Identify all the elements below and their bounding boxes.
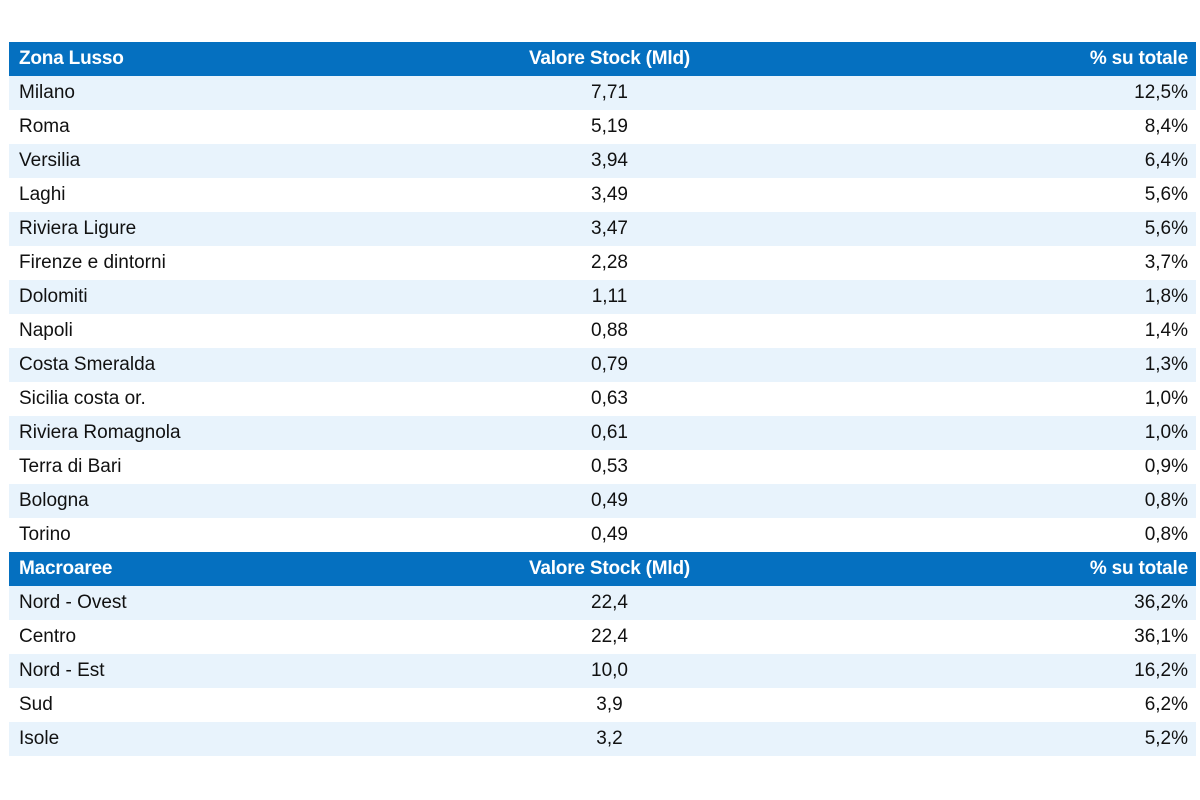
percent-value: 1,3% xyxy=(716,348,1196,382)
stock-value: 7,71 xyxy=(503,76,716,110)
table-row: Dolomiti 1,11 1,8% xyxy=(9,280,1196,314)
stock-value: 0,49 xyxy=(503,484,716,518)
percent-value: 1,8% xyxy=(716,280,1196,314)
header-valore-stock: Valore Stock (Mld) xyxy=(503,552,716,586)
macro-area-name: Nord - Ovest xyxy=(9,586,503,620)
percent-value: 6,4% xyxy=(716,144,1196,178)
table-row: Nord - Ovest 22,4 36,2% xyxy=(9,586,1196,620)
table-row: Roma 5,19 8,4% xyxy=(9,110,1196,144)
table-row: Laghi 3,49 5,6% xyxy=(9,178,1196,212)
macro-area-name: Isole xyxy=(9,722,503,756)
stock-value: 22,4 xyxy=(503,620,716,654)
table-row: Versilia 3,94 6,4% xyxy=(9,144,1196,178)
table-row: Bologna 0,49 0,8% xyxy=(9,484,1196,518)
macro-area-name: Centro xyxy=(9,620,503,654)
header-percent-total: % su totale xyxy=(716,552,1196,586)
zone-name: Sicilia costa or. xyxy=(9,382,503,416)
percent-value: 5,6% xyxy=(716,212,1196,246)
zone-name: Napoli xyxy=(9,314,503,348)
table-row: Isole 3,2 5,2% xyxy=(9,722,1196,756)
luxury-stock-table-container: Zona Lusso Valore Stock (Mld) % su total… xyxy=(9,42,1196,756)
table-row: Firenze e dintorni 2,28 3,7% xyxy=(9,246,1196,280)
percent-value: 5,2% xyxy=(716,722,1196,756)
table-row: Milano 7,71 12,5% xyxy=(9,76,1196,110)
macro-area-name: Nord - Est xyxy=(9,654,503,688)
stock-value: 3,47 xyxy=(503,212,716,246)
percent-value: 6,2% xyxy=(716,688,1196,722)
stock-value: 10,0 xyxy=(503,654,716,688)
stock-value: 0,63 xyxy=(503,382,716,416)
table-row: Nord - Est 10,0 16,2% xyxy=(9,654,1196,688)
zone-table-header: Zona Lusso Valore Stock (Mld) % su total… xyxy=(9,42,1196,76)
table-row: Terra di Bari 0,53 0,9% xyxy=(9,450,1196,484)
zone-name: Bologna xyxy=(9,484,503,518)
zone-name: Costa Smeralda xyxy=(9,348,503,382)
table-row: Napoli 0,88 1,4% xyxy=(9,314,1196,348)
macro-table-header: Macroaree Valore Stock (Mld) % su totale xyxy=(9,552,1196,586)
percent-value: 16,2% xyxy=(716,654,1196,688)
header-zona-lusso: Zona Lusso xyxy=(9,42,503,76)
stock-value: 0,61 xyxy=(503,416,716,450)
stock-value: 5,19 xyxy=(503,110,716,144)
stock-value: 1,11 xyxy=(503,280,716,314)
percent-value: 0,9% xyxy=(716,450,1196,484)
percent-value: 36,2% xyxy=(716,586,1196,620)
zone-name: Firenze e dintorni xyxy=(9,246,503,280)
percent-value: 5,6% xyxy=(716,178,1196,212)
percent-value: 1,4% xyxy=(716,314,1196,348)
table-row: Riviera Ligure 3,47 5,6% xyxy=(9,212,1196,246)
header-percent-total: % su totale xyxy=(716,42,1196,76)
percent-value: 0,8% xyxy=(716,484,1196,518)
percent-value: 1,0% xyxy=(716,382,1196,416)
zone-name: Milano xyxy=(9,76,503,110)
percent-value: 3,7% xyxy=(716,246,1196,280)
stock-value: 0,88 xyxy=(503,314,716,348)
table-row: Centro 22,4 36,1% xyxy=(9,620,1196,654)
zone-name: Terra di Bari xyxy=(9,450,503,484)
percent-value: 0,8% xyxy=(716,518,1196,552)
stock-value: 3,2 xyxy=(503,722,716,756)
stock-value: 3,94 xyxy=(503,144,716,178)
percent-value: 36,1% xyxy=(716,620,1196,654)
table-row: Torino 0,49 0,8% xyxy=(9,518,1196,552)
zone-name: Roma xyxy=(9,110,503,144)
percent-value: 12,5% xyxy=(716,76,1196,110)
zone-name: Dolomiti xyxy=(9,280,503,314)
stock-value: 0,49 xyxy=(503,518,716,552)
table-row: Costa Smeralda 0,79 1,3% xyxy=(9,348,1196,382)
macro-area-name: Sud xyxy=(9,688,503,722)
zone-name: Torino xyxy=(9,518,503,552)
table-row: Riviera Romagnola 0,61 1,0% xyxy=(9,416,1196,450)
zone-name: Versilia xyxy=(9,144,503,178)
stock-value: 0,53 xyxy=(503,450,716,484)
stock-value: 3,9 xyxy=(503,688,716,722)
stock-value: 0,79 xyxy=(503,348,716,382)
table-row: Sicilia costa or. 0,63 1,0% xyxy=(9,382,1196,416)
zone-name: Riviera Ligure xyxy=(9,212,503,246)
table-row: Sud 3,9 6,2% xyxy=(9,688,1196,722)
header-valore-stock: Valore Stock (Mld) xyxy=(503,42,716,76)
percent-value: 8,4% xyxy=(716,110,1196,144)
zone-name: Riviera Romagnola xyxy=(9,416,503,450)
stock-value: 22,4 xyxy=(503,586,716,620)
zone-name: Laghi xyxy=(9,178,503,212)
stock-value: 3,49 xyxy=(503,178,716,212)
stock-value: 2,28 xyxy=(503,246,716,280)
header-macroaree: Macroaree xyxy=(9,552,503,586)
percent-value: 1,0% xyxy=(716,416,1196,450)
luxury-stock-table: Zona Lusso Valore Stock (Mld) % su total… xyxy=(9,42,1196,756)
